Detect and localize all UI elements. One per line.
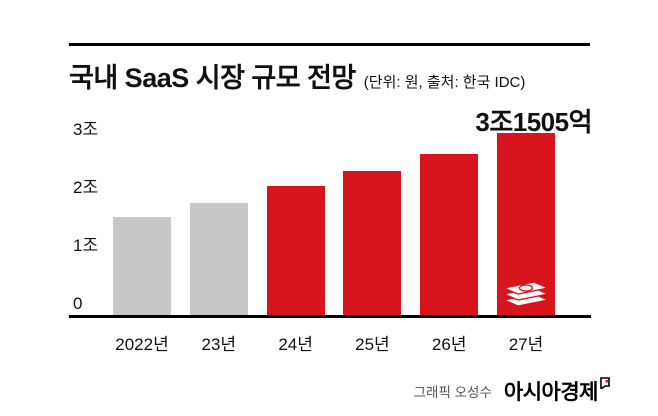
bar-column: 23년 (181, 202, 257, 354)
bar (420, 153, 479, 316)
brand-name: 아시아경제 (503, 381, 599, 404)
x-axis-label: 27년 (508, 335, 544, 354)
bar (113, 217, 171, 316)
y-axis-tick: 0 (73, 294, 83, 313)
y-axis-tick: 2조 (73, 178, 99, 197)
x-axis-label: 23년 (201, 335, 237, 354)
header-divider (69, 43, 590, 46)
y-axis-tick: 1조 (73, 236, 99, 255)
asiae-logo-mark-icon (600, 377, 610, 391)
footer: 그래픽 오성수 아시아경제 (414, 376, 610, 406)
graphic-credit: 그래픽 오성수 (413, 385, 492, 400)
bar-column: 26년 (411, 153, 487, 354)
y-axis-tick: 3조 (73, 120, 99, 139)
x-axis-baseline (69, 315, 591, 318)
header: 국내 SaaS 시장 규모 전망 (단위: 원, 출처: 한국 IDC) (69, 56, 525, 95)
y-axis: 0 1조 2조 3조 (73, 116, 123, 316)
bar-column: 24년 (258, 185, 334, 354)
page-title: 국내 SaaS 시장 규모 전망 (69, 63, 356, 93)
x-axis-label: 25년 (355, 335, 390, 354)
max-value-annotation: 3조1505억 (475, 107, 592, 137)
bar (189, 202, 248, 316)
bar (266, 185, 325, 316)
bar-column: 2022년 (104, 217, 180, 354)
banknotes-icon (501, 276, 551, 310)
unit-source-note: (단위: 원, 출처: 한국 IDC) (363, 74, 526, 91)
x-axis-label: 26년 (431, 335, 467, 354)
bar (343, 171, 402, 316)
bar-column: 25년 (334, 171, 410, 354)
bar-column: 27년 (488, 133, 564, 354)
bar-series: 2022년 23년 24년 25년 26년 27년 (104, 133, 564, 354)
bar (496, 133, 555, 316)
x-axis-label: 24년 (278, 335, 313, 354)
x-axis-label: 2022년 (115, 335, 169, 354)
brand-logo: 아시아경제 (504, 376, 610, 406)
